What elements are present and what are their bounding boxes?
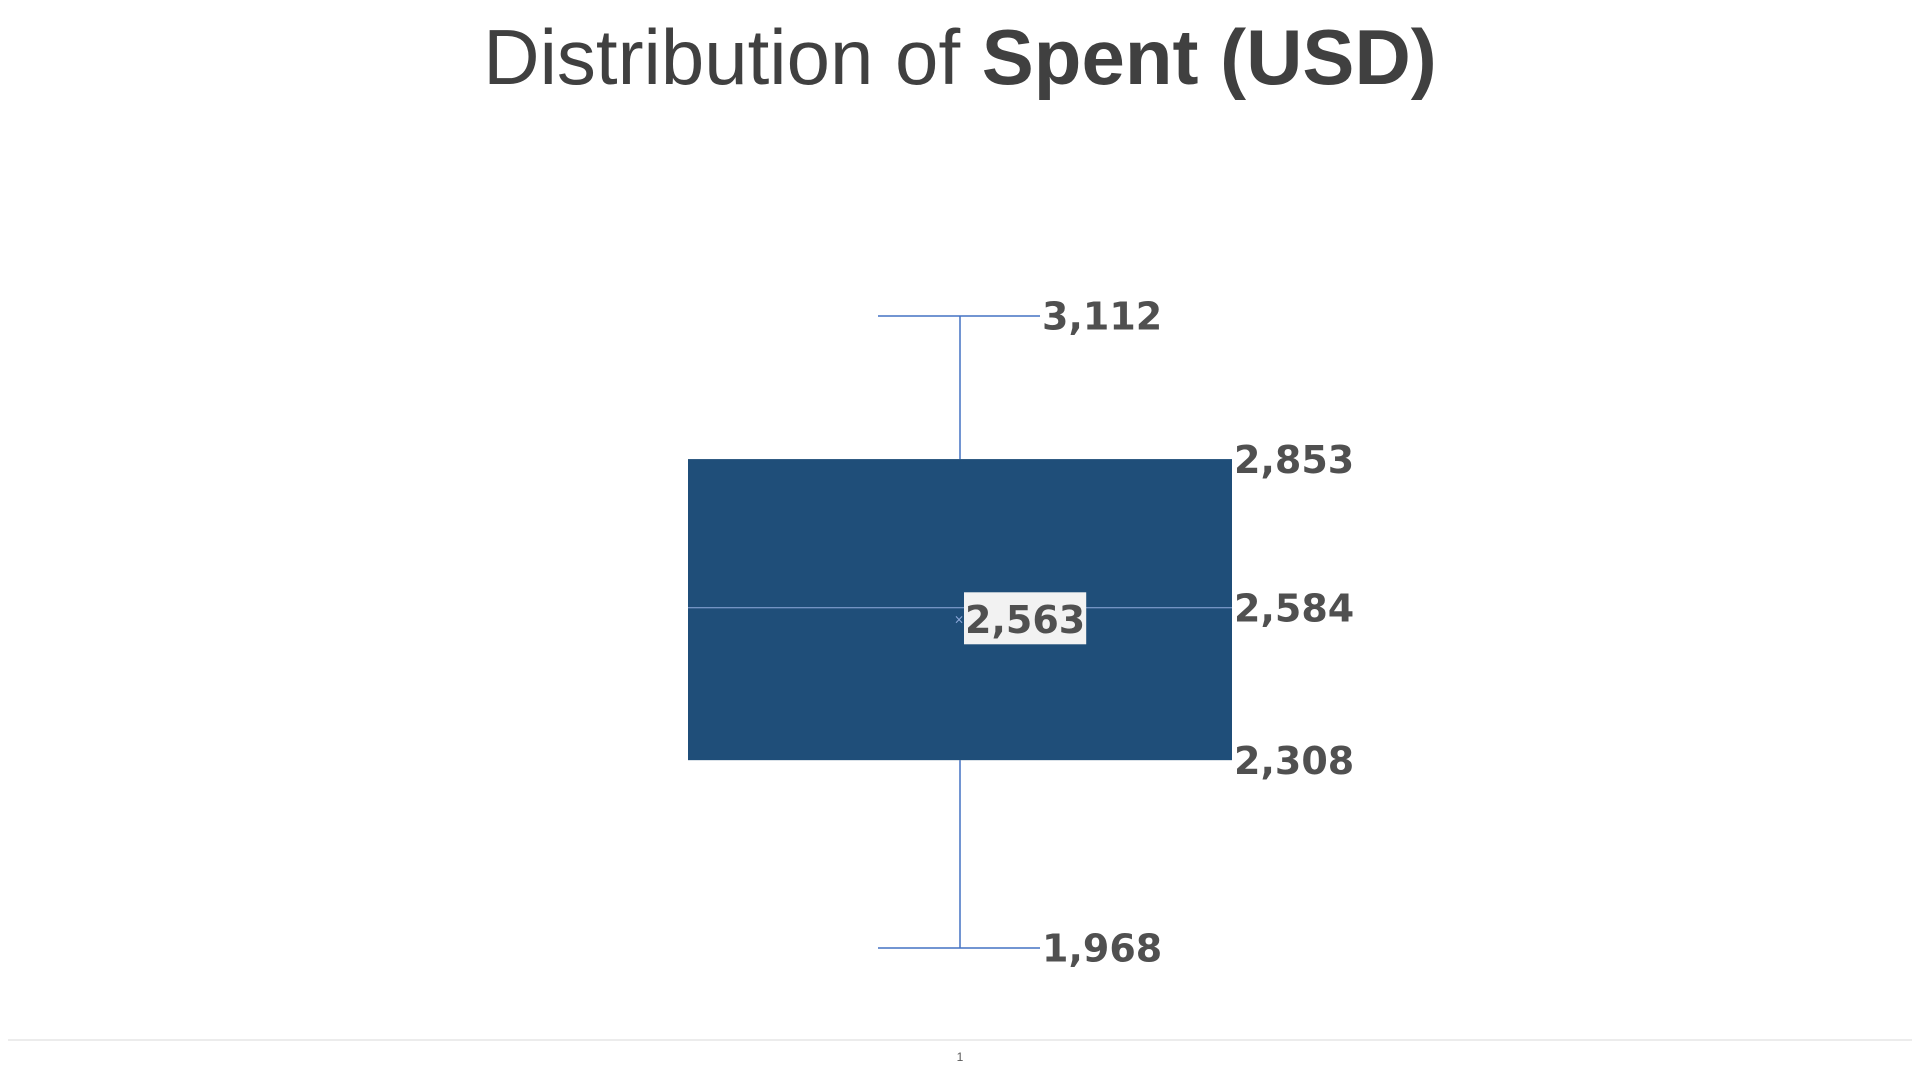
min-value-label: 1,968 <box>1042 927 1162 971</box>
q3-value-label: 2,853 <box>1234 438 1354 482</box>
x-axis-tick-label: 1 <box>957 1050 964 1064</box>
chart-title-regular: Distribution of <box>483 13 982 101</box>
q1-value-label: 2,308 <box>1234 739 1354 783</box>
chart-title-bold: Spent (USD) <box>981 13 1437 101</box>
mean-label-background <box>964 592 1087 645</box>
mean-marker: × <box>954 612 964 626</box>
iqr-box <box>688 459 1232 761</box>
mean-value-label: 2,563 <box>965 598 1085 642</box>
max-value-label: 3,112 <box>1042 295 1162 339</box>
chart-title: Distribution of Spent (USD) <box>0 12 1920 102</box>
median-value-label: 2,584 <box>1234 586 1354 630</box>
